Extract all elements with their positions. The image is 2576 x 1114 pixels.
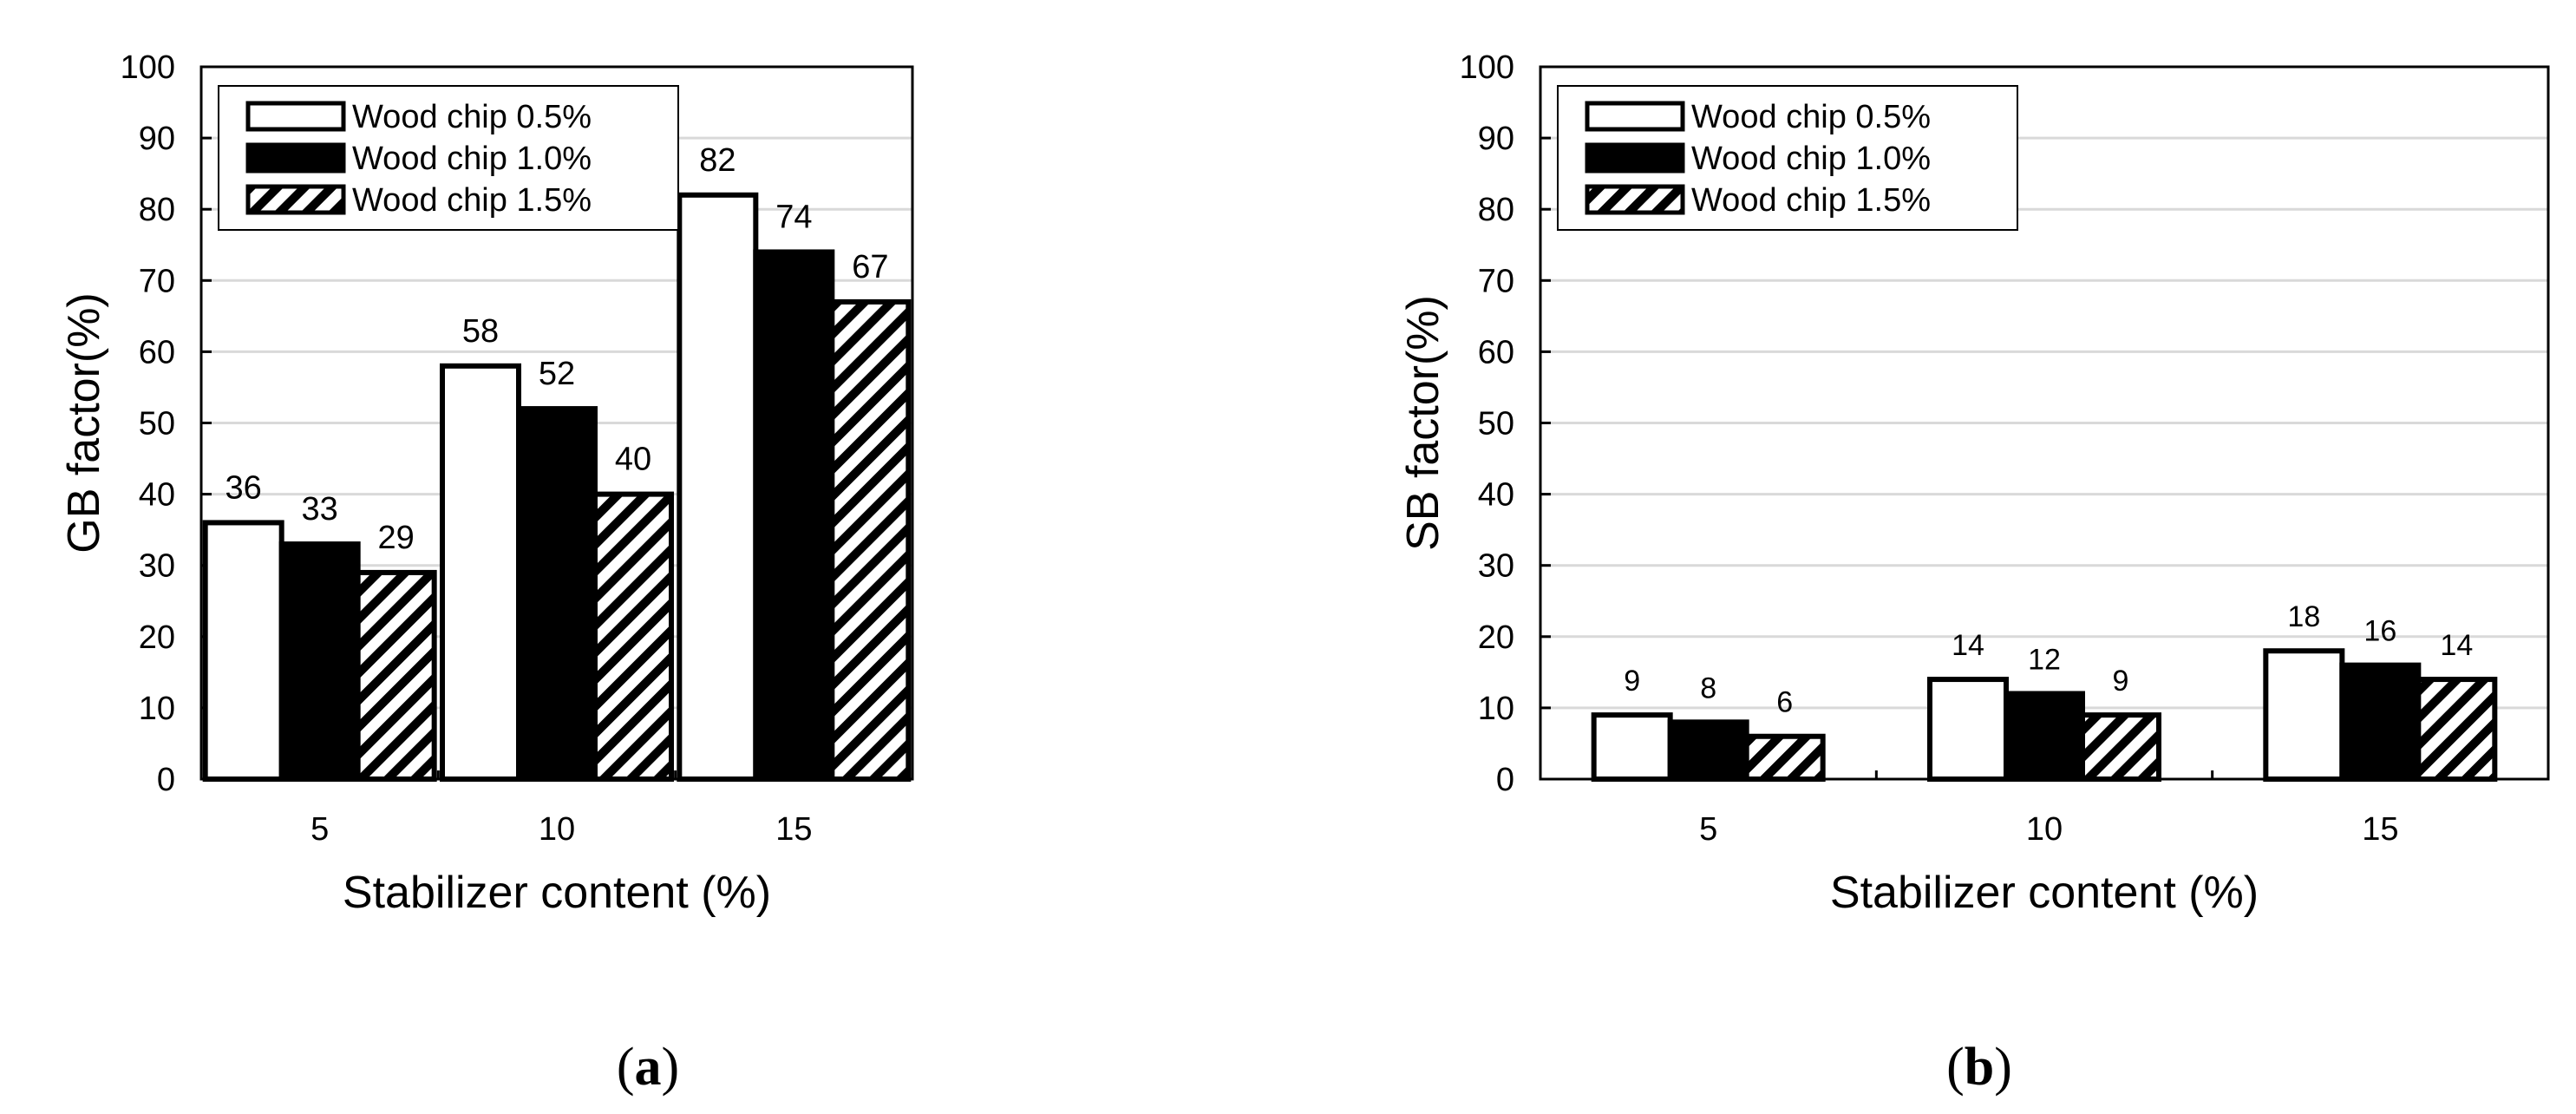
data-label: 40	[615, 442, 651, 478]
y-tick-label: 20	[139, 619, 175, 656]
y-tick-label: 50	[139, 406, 175, 442]
bar-wood-chip-0-5--5	[202, 520, 284, 782]
y-tick-label: 80	[1478, 192, 1514, 228]
legend-label: Wood chip 1.0%	[1691, 141, 1931, 177]
y-axis-title: GB factor(%)	[59, 292, 109, 554]
y-tick-label: 20	[1478, 619, 1514, 656]
y-tick-label: 90	[1478, 121, 1514, 157]
bar-wood-chip-0-5--10	[1927, 677, 2009, 782]
legend-label: Wood chip 1.5%	[352, 182, 592, 219]
x-tick-label: 10	[2026, 811, 2063, 848]
x-tick-label: 5	[1699, 811, 1717, 848]
bar-wood-chip-1-0--15	[2339, 662, 2422, 783]
y-tick-label: 100	[1460, 49, 1514, 86]
y-axis-title: SB factor(%)	[1398, 295, 1448, 551]
legend-label: Wood chip 1.0%	[352, 141, 592, 177]
data-label: 52	[539, 356, 575, 392]
data-label: 8	[1700, 672, 1716, 704]
panel-label: (a)	[617, 1038, 679, 1097]
data-label: 16	[2364, 615, 2396, 648]
chart-panel-a: 0 10 20 30 40 50 60 70 80 90 100 5 36 33 29 10 58 52 40 15 8…	[59, 49, 914, 1097]
x-tick-label: 15	[775, 811, 812, 848]
x-tick-label: 5	[311, 811, 329, 848]
bar-wood-chip-1-5--10	[592, 491, 674, 782]
bar-wood-chip-1-5--10	[2080, 712, 2161, 782]
data-label: 18	[2287, 600, 2320, 633]
legend-swatch	[245, 101, 346, 132]
legend-swatch	[1585, 101, 1685, 132]
x-axis-title: Stabilizer content (%)	[343, 868, 771, 918]
y-tick-label: 0	[1496, 762, 1514, 798]
panel-label-letter: b	[1965, 1038, 1994, 1097]
y-tick-label: 80	[139, 192, 175, 228]
y-tick-label: 10	[1478, 691, 1514, 727]
bar-wood-chip-1-5--5	[1743, 733, 1826, 782]
y-tick-label: 50	[1478, 406, 1514, 442]
x-axis-title: Stabilizer content (%)	[1830, 868, 2259, 918]
y-tick-label: 60	[1478, 334, 1514, 370]
data-label: 74	[775, 199, 812, 235]
y-tick-label: 70	[139, 263, 175, 299]
bar-wood-chip-1-0--5	[1667, 719, 1749, 783]
bar-wood-chip-1-0--10	[2004, 691, 2085, 782]
y-tick-label: 90	[139, 121, 175, 157]
bar-wood-chip-1-0--5	[278, 541, 361, 782]
data-label: 14	[1952, 629, 1984, 662]
bar-wood-chip-0-5--10	[440, 363, 521, 782]
legend-label: Wood chip 1.5%	[1691, 182, 1931, 219]
bar-wood-chip-1-0--15	[753, 249, 835, 782]
bar-wood-chip-0-5--15	[2263, 648, 2345, 782]
legend-swatch	[245, 184, 346, 215]
y-tick-label: 30	[1478, 548, 1514, 585]
data-label: 67	[852, 249, 888, 285]
y-tick-label: 0	[157, 762, 175, 798]
data-label: 36	[226, 469, 262, 506]
y-tick-label: 100	[121, 49, 175, 86]
data-label: 29	[378, 520, 415, 556]
y-tick-label: 30	[139, 548, 175, 585]
data-label: 6	[1776, 686, 1793, 719]
x-tick-label: 15	[2362, 811, 2398, 848]
legend-swatch	[1585, 184, 1685, 215]
y-tick-label: 60	[139, 334, 175, 370]
y-tick-label: 10	[139, 691, 175, 727]
bar-wood-chip-0-5--15	[677, 192, 759, 782]
data-label: 12	[2028, 643, 2061, 676]
panel-label-letter: a	[635, 1038, 662, 1097]
bar-wood-chip-1-5--15	[2416, 677, 2498, 782]
y-tick-label: 40	[1478, 477, 1514, 514]
legend-swatch	[245, 142, 346, 174]
data-label: 9	[1624, 665, 1640, 698]
chart-panel-b: 0 10 20 30 40 50 60 70 80 90 100 5 9 8 6 10 14 12 9 15 18 16 1…	[1398, 49, 2550, 1097]
legend-label: Wood chip 0.5%	[1691, 99, 1931, 135]
data-label: 14	[2440, 629, 2473, 662]
data-label: 33	[302, 491, 338, 528]
data-label: 82	[699, 142, 736, 179]
data-label: 9	[2113, 665, 2129, 698]
panel-label: (b)	[1946, 1038, 2012, 1097]
bar-wood-chip-1-5--5	[355, 569, 437, 782]
bar-wood-chip-1-5--15	[829, 298, 912, 782]
data-label: 58	[462, 313, 499, 350]
legend-swatch	[1585, 142, 1685, 174]
y-tick-label: 70	[1478, 263, 1514, 299]
x-tick-label: 10	[539, 811, 575, 848]
bar-wood-chip-0-5--5	[1591, 712, 1673, 782]
bar-wood-chip-1-0--10	[516, 406, 598, 782]
legend-label: Wood chip 0.5%	[352, 99, 592, 135]
y-tick-label: 40	[139, 477, 175, 514]
